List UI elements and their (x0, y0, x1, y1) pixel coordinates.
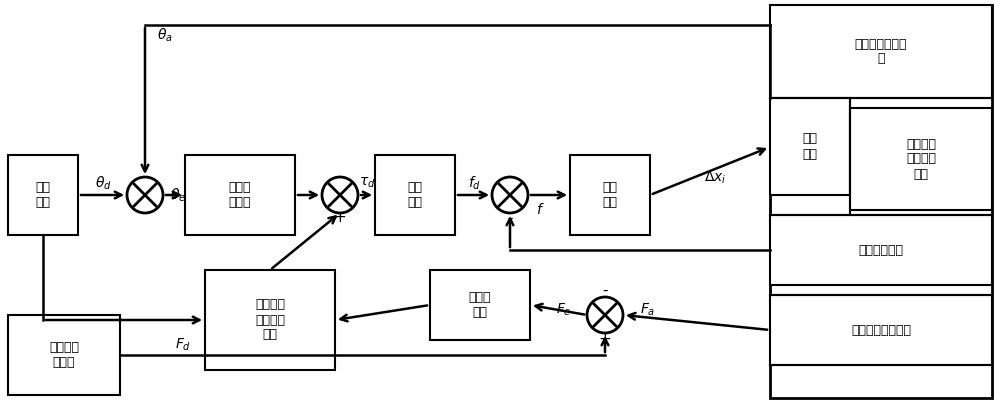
Text: 腱驱动机
械手单指
机构: 腱驱动机 械手单指 机构 (906, 137, 936, 180)
Bar (770, 215, 992, 285)
Text: 腱张力传感器: 腱张力传感器 (858, 244, 904, 257)
Text: $\Delta x_i$: $\Delta x_i$ (704, 170, 726, 186)
Text: 关节刚
度比例: 关节刚 度比例 (229, 181, 251, 209)
Bar (850, 108, 992, 210)
Text: 路径
规划: 路径 规划 (36, 181, 50, 209)
Circle shape (492, 177, 528, 213)
Text: $\tau_d$: $\tau_d$ (359, 176, 375, 190)
Text: 张力
分配: 张力 分配 (408, 181, 422, 209)
Bar (570, 155, 650, 235)
Text: -: - (142, 160, 148, 175)
Text: $F_d$: $F_d$ (175, 337, 191, 353)
Text: 张力
控制: 张力 控制 (602, 181, 618, 209)
Text: $\theta_a$: $\theta_a$ (157, 26, 173, 44)
Text: $F_e$: $F_e$ (556, 302, 572, 318)
Bar (770, 295, 992, 365)
Text: $\theta_e$: $\theta_e$ (170, 186, 186, 204)
Text: 期望指尖
接触力: 期望指尖 接触力 (49, 341, 79, 369)
Bar (185, 155, 295, 235)
Text: +: + (599, 333, 611, 348)
Text: 接触力
控制: 接触力 控制 (469, 291, 491, 319)
Circle shape (127, 177, 163, 213)
Text: 关节角位置传感
器: 关节角位置传感 器 (855, 38, 907, 66)
Bar (8, 315, 120, 395)
Text: -: - (602, 282, 608, 297)
Text: 接触力到
关节力矩
转换: 接触力到 关节力矩 转换 (255, 299, 285, 341)
Bar (770, 98, 850, 195)
Text: $f$: $f$ (536, 202, 545, 217)
Text: 指尖接触力传感器: 指尖接触力传感器 (851, 324, 911, 337)
Bar (8, 155, 78, 235)
Bar (770, 5, 992, 98)
Bar (375, 155, 455, 235)
Text: $\theta_d$: $\theta_d$ (95, 174, 111, 192)
Bar (770, 5, 992, 398)
Text: -: - (507, 211, 513, 226)
Text: $F_a$: $F_a$ (640, 302, 655, 318)
Text: $f_d$: $f_d$ (468, 174, 482, 192)
Circle shape (322, 177, 358, 213)
Bar (205, 270, 335, 370)
Text: +: + (334, 211, 346, 226)
Text: 腱驱
动器: 腱驱 动器 (802, 133, 818, 160)
Circle shape (587, 297, 623, 333)
Bar (430, 270, 530, 340)
